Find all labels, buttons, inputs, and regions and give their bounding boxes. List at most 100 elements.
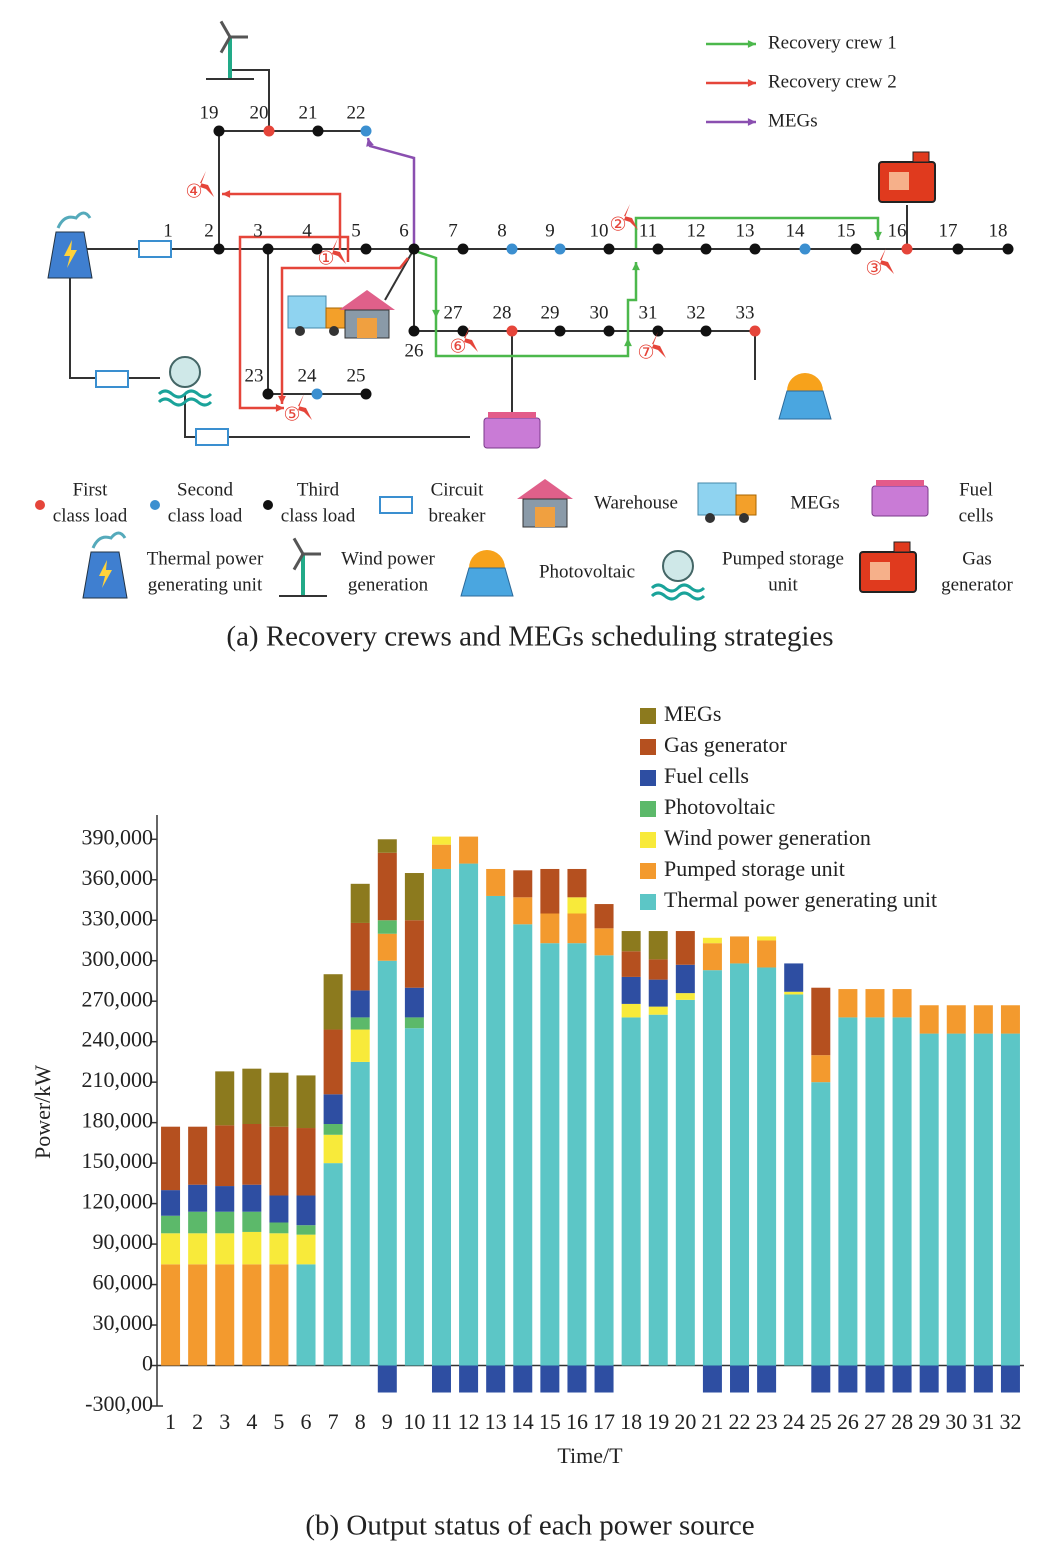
route-legend-label: Recovery crew 1	[768, 32, 897, 53]
legend-label: MEGs	[664, 701, 721, 726]
pump	[662, 550, 694, 582]
node	[554, 243, 566, 255]
fuel-top	[488, 412, 536, 418]
y-tick-label: 150,000	[82, 1148, 154, 1173]
node-label: 33	[736, 302, 755, 323]
x-tick-label: 1	[165, 1409, 176, 1434]
bar-segment	[215, 1233, 235, 1265]
bar-segment	[621, 976, 641, 1004]
bar-segment	[567, 1365, 587, 1393]
x-tick-label: 9	[382, 1409, 393, 1434]
bar-segment	[621, 1003, 641, 1018]
node	[652, 243, 664, 255]
bar-segment	[323, 1029, 343, 1095]
fuel-icon	[483, 417, 541, 449]
node-label: 4	[302, 220, 312, 241]
bar-segment	[865, 1365, 885, 1393]
panel	[460, 567, 514, 597]
route-arrow	[366, 138, 374, 147]
bar-segment	[296, 1195, 316, 1226]
bar-segment	[648, 1006, 668, 1015]
bar-segment	[377, 852, 397, 921]
route	[634, 216, 880, 248]
breaker	[379, 496, 413, 514]
fault-bolt	[652, 332, 666, 358]
bar-segment	[350, 1029, 370, 1062]
bar-segment	[188, 1233, 208, 1265]
node-label: 20	[250, 102, 269, 123]
line	[69, 270, 160, 379]
bar-segment	[513, 1365, 533, 1393]
bar-segment	[702, 937, 722, 944]
y-tick-label: -300,00	[85, 1391, 153, 1416]
bar-segment	[621, 951, 641, 977]
bar-segment	[404, 873, 424, 921]
node-label: 26	[405, 340, 424, 361]
legend-label: Gas	[962, 548, 992, 569]
wind-blade	[292, 537, 305, 555]
x-tick-label: 16	[566, 1409, 588, 1434]
bar-segment	[242, 1123, 262, 1185]
node	[1002, 243, 1014, 255]
bar-segment	[459, 863, 479, 1366]
node	[457, 243, 469, 255]
x-tick-label: 4	[246, 1409, 257, 1434]
x-tick-label: 24	[783, 1409, 805, 1434]
x-tick-label: 17	[593, 1409, 615, 1434]
y-axis-label: Power/kW	[30, 1065, 55, 1159]
y-tick-label: 360,000	[82, 865, 154, 890]
legend-label: generation	[348, 574, 429, 595]
bar-segment	[648, 979, 668, 1007]
bar-segment	[242, 1211, 262, 1232]
route-arrow	[747, 40, 756, 48]
bar-segment	[675, 993, 695, 1000]
legend-swatch	[640, 770, 656, 786]
legend-label: cells	[959, 505, 994, 526]
bar-segment	[675, 999, 695, 1366]
fuel-icon	[871, 485, 929, 517]
route	[626, 262, 638, 338]
route	[434, 318, 630, 358]
bar-segment	[161, 1264, 181, 1366]
breaker	[95, 370, 129, 388]
route-arrow	[632, 262, 640, 271]
legend-label: breaker	[429, 505, 487, 526]
x-tick-label: 22	[729, 1409, 751, 1434]
x-tick-label: 18	[620, 1409, 642, 1434]
x-tick-label: 31	[972, 1409, 994, 1434]
bar-segment	[757, 967, 777, 1366]
node-label: 14	[786, 220, 806, 241]
route-arrow	[432, 309, 440, 318]
bar-segment	[323, 1163, 343, 1366]
bar-segment	[350, 990, 370, 1018]
node-label: 13	[736, 220, 755, 241]
bar-segment	[865, 1017, 885, 1366]
node-label: 17	[939, 220, 958, 241]
legend-label: Wind power	[341, 548, 435, 569]
bar-segment	[838, 1365, 858, 1393]
node	[213, 125, 225, 137]
node	[263, 125, 275, 137]
x-tick-label: 6	[301, 1409, 312, 1434]
node	[603, 325, 615, 337]
bar-segment	[1000, 1005, 1020, 1034]
x-tick-label: 7	[328, 1409, 339, 1434]
legend-label: generator	[941, 574, 1013, 595]
line	[184, 395, 470, 438]
x-tick-label: 20	[674, 1409, 696, 1434]
fault-bolt	[332, 238, 346, 264]
node	[360, 388, 372, 400]
legend-swatch	[640, 708, 656, 724]
x-tick-label: 25	[810, 1409, 832, 1434]
door	[535, 507, 555, 527]
legend-label: class load	[281, 505, 356, 526]
node	[213, 243, 225, 255]
bar-segment	[269, 1072, 289, 1127]
node-label: 24	[298, 365, 318, 386]
wheel	[295, 326, 305, 336]
legend-label: Photovoltaic	[539, 561, 635, 582]
legend-label: Pumped storage	[722, 548, 844, 569]
legend-label: First	[73, 479, 109, 500]
bar-segment	[973, 1365, 993, 1393]
legend-label: Third	[297, 479, 340, 500]
